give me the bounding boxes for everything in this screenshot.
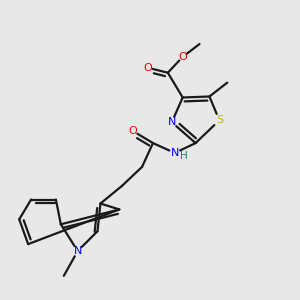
- Text: O: O: [129, 126, 137, 136]
- Text: O: O: [144, 63, 152, 73]
- Text: H: H: [180, 151, 188, 161]
- Text: S: S: [216, 115, 223, 125]
- Text: N: N: [74, 246, 82, 256]
- Text: N: N: [168, 117, 176, 127]
- Text: O: O: [178, 52, 187, 62]
- Text: N: N: [171, 148, 179, 158]
